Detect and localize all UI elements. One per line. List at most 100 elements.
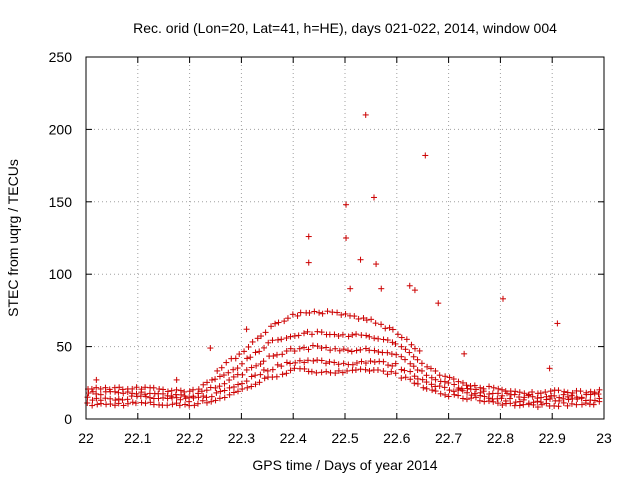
data-point (102, 395, 109, 402)
data-point (490, 384, 497, 391)
y-tick-labels: 0 50 100 150 200 250 (49, 49, 73, 427)
data-point (97, 391, 104, 398)
data-point (133, 384, 140, 391)
data-point (326, 358, 333, 365)
data-point (331, 331, 338, 338)
data-point (411, 380, 418, 387)
data-point (428, 374, 435, 381)
data-point (283, 335, 290, 342)
data-point (542, 389, 549, 396)
data-point (331, 359, 338, 366)
data-point (352, 366, 359, 373)
x-tick-label: 22.4 (280, 430, 307, 446)
data-point (450, 388, 457, 395)
data-point (323, 368, 330, 375)
data-point (362, 345, 369, 352)
data-point (568, 400, 575, 407)
data-point (287, 333, 294, 340)
data-point (334, 309, 341, 316)
data-point (239, 360, 246, 367)
data-point (343, 235, 350, 241)
data-point (226, 377, 233, 384)
data-point (516, 394, 523, 401)
data-point (472, 394, 479, 401)
data-point (292, 359, 299, 366)
data-point (375, 335, 382, 342)
data-point (124, 396, 131, 403)
data-point (289, 311, 296, 318)
data-point (578, 401, 585, 408)
data-point (344, 347, 351, 354)
data-point (386, 324, 393, 331)
data-point (133, 390, 140, 397)
data-point (132, 400, 139, 407)
data-point (296, 357, 303, 364)
data-point (274, 361, 281, 368)
data-point (416, 347, 423, 354)
data-point (141, 391, 148, 398)
data-point (309, 342, 316, 349)
x-tick-label: 22.6 (383, 430, 410, 446)
data-point (221, 387, 228, 394)
data-point (380, 336, 387, 343)
data-point (411, 287, 418, 294)
data-point (168, 393, 175, 400)
data-point (481, 393, 488, 400)
data-point (422, 152, 429, 159)
data-point (226, 384, 233, 391)
scatter-points (84, 111, 603, 411)
data-point (442, 391, 449, 398)
data-point (388, 368, 395, 375)
data-point (348, 348, 355, 355)
data-point (200, 381, 207, 388)
data-point (339, 331, 346, 338)
data-point (230, 389, 237, 396)
data-point (344, 367, 351, 374)
data-point (486, 383, 493, 390)
data-point (371, 194, 378, 201)
data-point (366, 347, 373, 354)
data-point (332, 370, 339, 377)
data-point (248, 364, 255, 371)
data-point (120, 402, 127, 409)
data-point (455, 378, 462, 385)
data-point (477, 384, 484, 391)
data-point (291, 348, 298, 355)
data-point (402, 374, 409, 381)
data-point (265, 339, 272, 346)
data-point (296, 345, 303, 352)
data-point (529, 389, 536, 396)
data-point (583, 389, 590, 396)
data-point (414, 356, 421, 363)
data-point (279, 351, 286, 358)
data-point (520, 401, 527, 408)
data-point (351, 313, 358, 320)
data-point (499, 392, 506, 399)
data-point (97, 397, 104, 404)
data-point (502, 397, 509, 404)
x-tick-label: 22.7 (435, 430, 462, 446)
data-point (273, 351, 280, 358)
data-point (378, 285, 385, 292)
data-point (323, 344, 330, 351)
data-point (234, 388, 241, 395)
data-point (208, 393, 215, 400)
data-point (382, 325, 389, 332)
data-point (208, 398, 215, 405)
data-point (287, 345, 294, 352)
data-point (529, 393, 536, 400)
data-point (591, 397, 598, 404)
data-point (362, 360, 369, 367)
data-point (577, 388, 584, 395)
data-point (324, 308, 331, 315)
data-point (463, 382, 470, 389)
data-point (355, 315, 362, 322)
data-point (336, 347, 343, 354)
data-point (423, 379, 430, 386)
data-point (392, 360, 399, 367)
data-point (353, 359, 360, 366)
data-point (463, 396, 470, 403)
data-point (335, 332, 342, 339)
data-point (368, 316, 375, 323)
